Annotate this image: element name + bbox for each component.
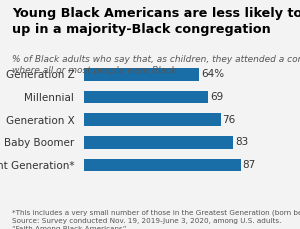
Bar bbox=[84, 68, 199, 81]
Bar bbox=[84, 136, 233, 149]
Text: 64%: 64% bbox=[201, 69, 224, 79]
Bar bbox=[84, 159, 241, 171]
Text: 76: 76 bbox=[223, 115, 236, 125]
Text: Young Black Americans are less likely to have grown
up in a majority-Black congr: Young Black Americans are less likely to… bbox=[12, 7, 300, 36]
Text: 69: 69 bbox=[210, 92, 223, 102]
Text: 83: 83 bbox=[235, 137, 248, 147]
Bar bbox=[84, 91, 208, 103]
Text: % of Black adults who say that, as children, they attended a congregation
where : % of Black adults who say that, as child… bbox=[12, 55, 300, 75]
Text: 87: 87 bbox=[242, 160, 256, 170]
Text: *This includes a very small number of those in the Greatest Generation (born bef: *This includes a very small number of th… bbox=[12, 210, 300, 229]
Bar bbox=[84, 113, 221, 126]
